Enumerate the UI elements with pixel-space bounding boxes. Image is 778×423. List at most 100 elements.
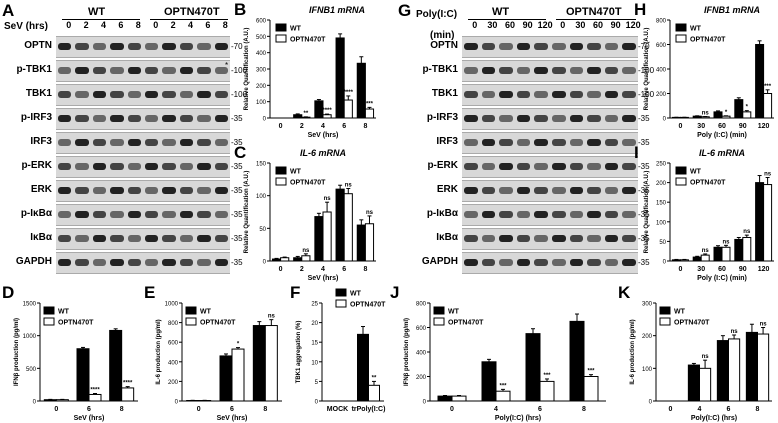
y-tick-label: 200 — [656, 181, 667, 187]
bar-wt — [713, 246, 723, 262]
blot-band — [110, 235, 124, 242]
blot-band — [587, 115, 601, 122]
legend-label-mut: OPTN470T — [58, 320, 94, 327]
chart-b-ylabel: Relative Quantification (A.U.) — [244, 28, 250, 111]
blot-g-kda: -35 — [638, 210, 650, 219]
y-tick-label: 100 — [256, 194, 267, 200]
blot-band — [464, 139, 478, 146]
blot-a-strip — [56, 60, 230, 82]
blot-band — [145, 43, 159, 50]
bar-mut — [121, 387, 135, 402]
blot-band — [552, 43, 566, 50]
blot-band — [604, 67, 619, 74]
x-tick-label: 2 — [300, 123, 304, 130]
x-tick-label: 0 — [678, 266, 682, 273]
y-tick-label: 0 — [423, 400, 427, 406]
blot-g-strip — [462, 156, 638, 178]
bar-wt — [755, 44, 765, 119]
chart-d-ylabel: IFNβ production (pg/ml) — [14, 318, 20, 386]
blot-band — [499, 163, 513, 170]
y-tick-label: 1500 — [23, 302, 37, 308]
blot-a-timepoint: 4 — [187, 20, 193, 30]
bar-wt — [356, 224, 366, 262]
chart-b: B IFNB1 mRNA 0 100 200 300 400 500 600 Relative Q… — [234, 0, 376, 139]
blot-band — [534, 259, 548, 266]
blot-band — [534, 187, 548, 194]
bar-wt — [713, 111, 723, 119]
blot-band — [214, 163, 228, 170]
blot-band — [604, 139, 619, 146]
legend-swatch-wt — [43, 306, 55, 315]
blot-band — [58, 115, 72, 122]
blot-band — [587, 187, 601, 194]
blot-band — [179, 235, 194, 242]
blot-band — [179, 211, 194, 218]
blot-band — [145, 187, 159, 194]
blot-band — [127, 259, 141, 266]
blot-g-kda: -35 — [638, 234, 650, 243]
blot-a-kda: -100 — [231, 66, 248, 75]
blot-a-timepoint: 0 — [66, 20, 72, 30]
sig-label: ns — [702, 248, 710, 254]
blot-g-row-label: IκBα — [436, 232, 458, 243]
y-tick-label: 0 — [263, 260, 267, 266]
blot-band — [75, 91, 89, 98]
blot-a-row-label: p-ERK — [21, 160, 52, 171]
blot-band — [499, 115, 513, 122]
blot-band — [179, 91, 194, 98]
sig-label: ns — [760, 322, 768, 328]
bar-wt — [357, 333, 369, 402]
sig-label: ** — [372, 375, 377, 381]
x-tick-label: 6 — [538, 406, 542, 413]
blot-band — [587, 139, 601, 146]
sig-label: ns — [302, 248, 310, 254]
bar-mut — [721, 246, 731, 262]
blot-band — [499, 259, 513, 266]
blot-a-wt-bar — [62, 19, 140, 20]
bar-wt — [335, 188, 345, 262]
panel-label-g: G — [398, 1, 412, 20]
blot-g-strip — [462, 252, 638, 274]
blot-g-group-wt: WT — [492, 6, 510, 18]
blot-band — [464, 67, 478, 74]
blot-a-kda: -70 — [231, 42, 243, 51]
y-tick-label: 0 — [263, 117, 267, 123]
blot-band — [92, 67, 107, 74]
blot-band — [622, 139, 636, 146]
chart-f: F 0 5 10 15 20 25 TBK1 aggregation (%) MOCK trPol… — [290, 283, 386, 413]
blot-band — [58, 139, 72, 146]
blot-band — [464, 259, 478, 266]
blot-band — [569, 163, 584, 170]
blot-band — [604, 259, 619, 266]
x-tick-label: 0 — [678, 123, 682, 130]
blot-a-row-label: p-IκBα — [20, 208, 52, 219]
bar-mut — [700, 254, 710, 262]
blot-band — [499, 187, 513, 194]
bar-wt — [293, 257, 303, 262]
blot-band — [110, 115, 124, 122]
y-tick-label: 600 — [416, 326, 427, 332]
blot-band — [75, 163, 89, 170]
blot-a-kda: -35 — [231, 210, 243, 219]
chart-j-xlabel: Poly(I:C) (hrs) — [495, 415, 541, 422]
x-tick-label: 90 — [739, 266, 747, 273]
blot-band — [552, 163, 566, 170]
blot-band — [162, 211, 176, 218]
blot-band — [127, 43, 141, 50]
legend-label-wt: WT — [350, 291, 362, 298]
blot-band — [569, 235, 584, 242]
chart-c-ylabel: Relative Quantification (A.U.) — [244, 171, 250, 254]
blot-g-row-label: p-IRF3 — [426, 112, 458, 123]
y-tick-label: 50 — [659, 240, 666, 246]
blot-band — [481, 91, 496, 98]
y-tick-label: 100 — [656, 220, 667, 226]
blot-band — [604, 187, 619, 194]
bar-wt — [692, 256, 702, 262]
chart-d-xlabel: SeV (hrs) — [74, 415, 105, 422]
blot-band — [58, 259, 72, 266]
sig-label: ns — [268, 314, 276, 320]
blot-band — [110, 139, 124, 146]
y-tick-label: 400 — [168, 360, 179, 366]
blot-a-strip — [56, 36, 230, 58]
blot-a-strip — [56, 156, 230, 178]
